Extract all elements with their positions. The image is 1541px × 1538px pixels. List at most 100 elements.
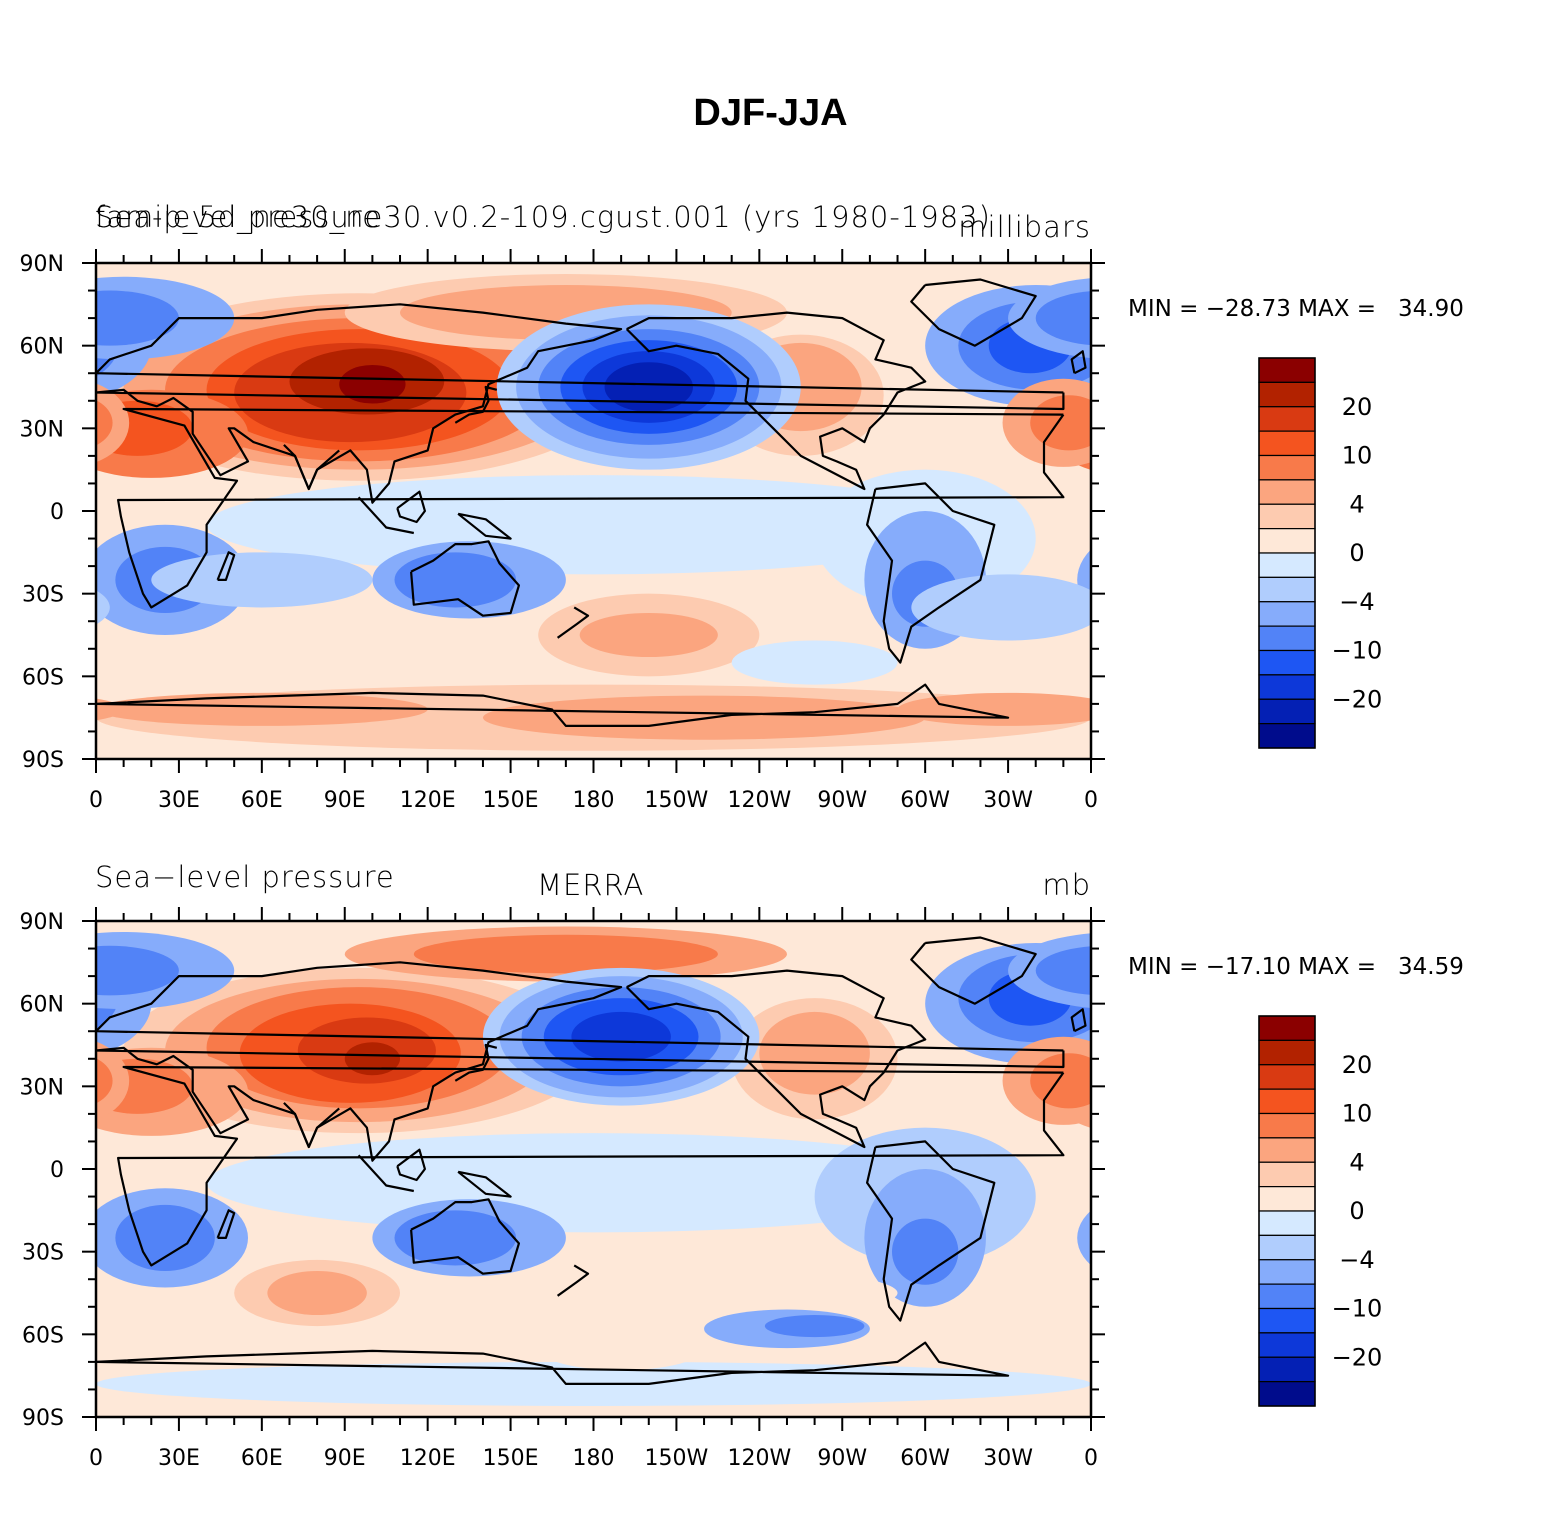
lat-axis: 90N 60N 30N 0 30S 60S 90S	[20, 910, 1105, 1431]
panel-left-title: Sea-level pressure	[95, 200, 381, 234]
colorbar-swatch	[1258, 406, 1316, 432]
coastline	[454, 1043, 498, 1082]
contour-region	[115, 1204, 215, 1271]
contour-region	[892, 1218, 959, 1285]
contour-region	[538, 1326, 705, 1371]
colorbar-swatch	[1258, 1210, 1316, 1236]
coastline	[910, 278, 1037, 347]
colorbar-swatch	[1258, 430, 1316, 457]
coastline	[410, 540, 520, 617]
colorbar-swatch	[1258, 1039, 1316, 1066]
coastline	[283, 444, 340, 491]
contour-region	[339, 364, 406, 404]
coastlines	[96, 278, 1087, 727]
contour-region	[621, 1270, 898, 1316]
contour-region	[1119, 968, 1541, 1133]
panel-units: millibars	[958, 210, 1091, 244]
lat-tick-label: 0	[50, 1158, 64, 1183]
coastline	[457, 1170, 512, 1198]
contour-region	[764, 1315, 865, 1338]
contour-region	[1390, 1210, 1512, 1265]
lat-tick-label: 60S	[22, 665, 64, 690]
contour-region	[1110, 547, 1210, 613]
colorbar-swatch	[1258, 1112, 1316, 1139]
lat-tick-label: 30N	[20, 1075, 64, 1100]
lon-tick-label: 180	[573, 788, 615, 813]
lon-tick-label: 30W	[983, 788, 1033, 813]
min-value: MIN = −28.73	[1128, 296, 1291, 322]
coastline	[96, 1341, 1010, 1385]
colorbar-swatch	[1258, 381, 1316, 408]
colorbar-label: −20	[1332, 1343, 1383, 1371]
colorbar-swatch	[1258, 1088, 1316, 1115]
contour-region	[96, 290, 179, 346]
colorbar-swatch	[1258, 1307, 1316, 1334]
lat-tick-label: 60N	[20, 993, 64, 1018]
lat-tick-label: 30S	[22, 583, 64, 608]
panel-units: mb	[1042, 868, 1091, 902]
contour-region	[571, 1011, 671, 1062]
lon-tick-label: 120E	[400, 788, 456, 813]
coastline	[396, 1148, 426, 1182]
coastline	[96, 683, 1010, 727]
contour-region	[1035, 291, 1091, 346]
colorbar-label: −20	[1332, 685, 1383, 713]
coastline	[866, 482, 996, 664]
coastline	[556, 606, 590, 639]
contour-region	[1367, 1199, 1541, 1276]
colorbar-swatch	[1258, 601, 1316, 627]
panel-merra: Sea−level pressure MERRA mb MIN = −17.10…	[0, 658, 1541, 1538]
contour-region	[911, 574, 1091, 641]
contour-region	[1409, 935, 1541, 974]
contour-region	[1202, 475, 1541, 574]
contour-region	[96, 1058, 113, 1104]
lon-tick-label: 30W	[983, 1446, 1033, 1471]
coastline	[454, 385, 498, 424]
lon-tick-label: 150E	[483, 1446, 539, 1471]
lon-tick-label: 60E	[241, 788, 283, 813]
coastline	[910, 936, 1037, 1005]
lon-tick-label: 90E	[324, 788, 366, 813]
contour-region	[413, 934, 718, 974]
contour-region	[96, 590, 110, 625]
coastline	[396, 490, 426, 524]
colorbar-swatch	[1258, 1283, 1316, 1310]
colorbar-swatch	[1258, 1356, 1316, 1383]
contour-field	[96, 921, 1541, 1417]
coastline	[216, 551, 236, 581]
colorbar-label: 20	[1342, 393, 1373, 421]
colorbar-swatch	[1258, 1137, 1316, 1163]
colorbar-swatch	[1258, 1015, 1316, 1041]
lon-tick-label: 180	[573, 1446, 615, 1471]
contour-region	[1533, 1326, 1541, 1370]
contour-region	[1091, 293, 1541, 480]
colorbar-swatch	[1258, 454, 1316, 481]
colorbar-label: 0	[1349, 1197, 1364, 1225]
colorbar-label: −10	[1332, 1295, 1383, 1323]
lon-tick-label: 90W	[817, 1446, 867, 1471]
colorbar-label: −4	[1339, 588, 1374, 616]
colorbar-swatch	[1258, 625, 1316, 652]
coastline	[625, 969, 927, 1149]
colorbar-swatch	[1258, 1064, 1316, 1090]
coastline	[117, 407, 1065, 609]
lat-tick-label: 30S	[22, 1241, 64, 1266]
contour-region	[1146, 552, 1367, 607]
coastline	[1070, 1008, 1087, 1033]
contour-region	[96, 945, 179, 996]
lon-tick-label: 0	[1084, 788, 1098, 813]
min-value: MIN = −17.10	[1128, 954, 1291, 980]
contour-region	[579, 612, 718, 658]
coastline	[283, 1102, 340, 1149]
coastline	[556, 1264, 590, 1297]
min-max-readout: MIN = −17.10 MAX = 34.59	[1128, 956, 1464, 979]
lon-tick-label: 0	[89, 1446, 103, 1471]
lat-tick-label: 90N	[20, 910, 64, 935]
colorbar-frame	[1258, 1015, 1316, 1407]
contour-field	[96, 263, 1541, 759]
coastline	[625, 311, 927, 491]
colorbar-swatch	[1258, 552, 1316, 578]
colorbar: 20 10 4 0 −4 −10 −20	[1258, 357, 1383, 749]
panel-center-title: famip_5d_ne30_ne30.v0.2-109.cgust.001 (y…	[95, 200, 991, 234]
lon-tick-label: 60W	[900, 1446, 950, 1471]
